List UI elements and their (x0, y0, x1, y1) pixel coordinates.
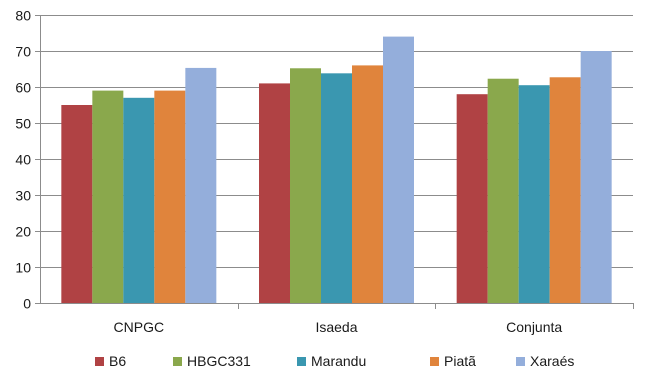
bar-xara-s-isaeda (383, 36, 414, 303)
y-tick-label: 60 (15, 80, 31, 96)
x-category-label: CNPGC (114, 319, 165, 335)
legend-swatch (430, 357, 439, 366)
legend-swatch (173, 357, 182, 366)
bar-marandu-isaeda (321, 73, 352, 303)
bar-xara-s-conjunta (580, 51, 612, 303)
bar-piat--conjunta (549, 77, 581, 303)
y-tick-label: 10 (15, 260, 31, 276)
bars (61, 36, 612, 304)
legend-label: Xaraés (530, 353, 574, 369)
bar-piat--cnpgc (154, 90, 186, 303)
legend-label: HBGC331 (187, 353, 251, 369)
axes: 0 10 20 30 40 50 60 70 80 CNPGC Isaeda Conjunta (15, 8, 634, 335)
y-tick-label: 30 (15, 188, 31, 204)
y-tick-label: 40 (15, 152, 31, 168)
bar-hbgc331-isaeda (290, 68, 321, 303)
y-tick-label: 50 (15, 116, 31, 132)
legend-label: B6 (109, 353, 126, 369)
legend-label: Piatã (444, 353, 476, 369)
y-tick-label: 0 (23, 296, 31, 312)
bar-marandu-conjunta (518, 85, 550, 303)
y-tick-label: 20 (15, 224, 31, 240)
bar-hbgc331-conjunta (487, 78, 519, 303)
legend-swatch (516, 357, 525, 366)
bar-b6-isaeda (259, 83, 290, 304)
bar-marandu-cnpgc (123, 97, 155, 303)
legend-swatch (297, 357, 306, 366)
legend: B6 HBGC331 Marandu Piatã Xaraés (95, 353, 574, 369)
y-tick-label: 80 (15, 8, 31, 24)
bar-b6-cnpgc (61, 105, 93, 303)
y-tick-label: 70 (15, 44, 31, 60)
bar-xara-s-cnpgc (185, 67, 217, 303)
bar-piat--isaeda (352, 65, 383, 304)
bar-hbgc331-cnpgc (92, 90, 124, 303)
legend-label: Marandu (311, 353, 366, 369)
x-category-label: Isaeda (315, 319, 357, 335)
bar-b6-conjunta (456, 94, 488, 303)
x-category-label: Conjunta (506, 319, 562, 335)
legend-swatch (95, 357, 104, 366)
